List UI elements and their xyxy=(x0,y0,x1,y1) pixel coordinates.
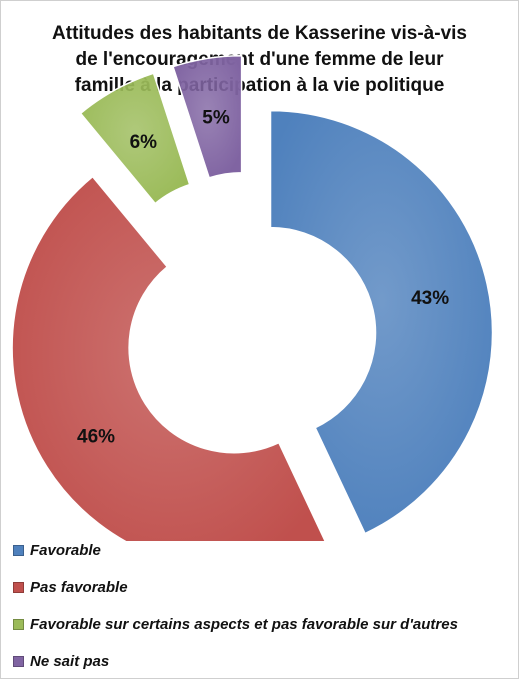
legend-swatch-pas-favorable xyxy=(13,581,24,593)
legend-item-ne-sait-pas: Ne sait pas xyxy=(13,652,458,670)
legend-label-mitige: Favorable sur certains aspects et pas fa… xyxy=(30,615,458,633)
donut-slice-pas-favorable xyxy=(11,175,326,541)
donut-slice-ne-sait-pas xyxy=(172,54,243,179)
legend-label-pas-favorable: Pas favorable xyxy=(30,578,128,596)
legend-item-favorable: Favorable xyxy=(13,541,458,559)
data-label-mitige: 6% xyxy=(130,132,158,153)
legend-label-favorable: Favorable xyxy=(30,541,101,559)
chart-title-line-2: de l'encouragement d'une femme de leur xyxy=(75,49,444,70)
chart-title-line-3: famille à la participation à la vie poli… xyxy=(74,75,445,96)
data-label-pas-favorable: 46% xyxy=(77,426,115,447)
chart-title: Attitudes des habitants de Kasserine vis… xyxy=(21,21,498,99)
chart-title-line-1: Attitudes des habitants de Kasserine vis… xyxy=(52,23,467,44)
data-label-favorable: 43% xyxy=(411,288,449,309)
legend-swatch-favorable xyxy=(13,544,24,556)
donut-slice-mitige xyxy=(79,72,191,205)
chart-legend: Favorable Pas favorable Favorable sur ce… xyxy=(13,541,458,689)
legend-item-mitige: Favorable sur certains aspects et pas fa… xyxy=(13,615,458,633)
data-label-ne-sait-pas: 5% xyxy=(202,107,230,128)
legend-swatch-ne-sait-pas xyxy=(13,655,24,667)
donut-slice-favorable xyxy=(269,109,494,535)
legend-item-pas-favorable: Pas favorable xyxy=(13,578,458,596)
legend-label-ne-sait-pas: Ne sait pas xyxy=(30,652,110,670)
legend-swatch-mitige xyxy=(13,618,24,630)
donut-chart: 43% 46% 6% 5% xyxy=(11,54,494,541)
